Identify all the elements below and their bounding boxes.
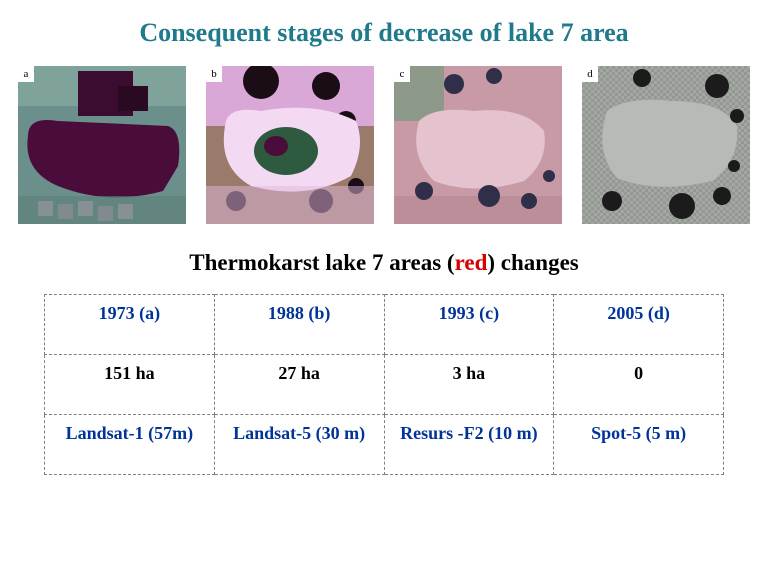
cell-sensor-b: Landsat-5 (30 m) — [214, 415, 384, 475]
satellite-image-c — [394, 66, 562, 224]
cell-year-b: 1988 (b) — [214, 295, 384, 355]
subtitle: Thermokarst lake 7 areas (red) changes — [0, 224, 768, 294]
cell-area-d: 0 — [554, 355, 724, 415]
cell-area-a: 151 ha — [45, 355, 215, 415]
cell-sensor-d: Spot-5 (5 m) — [554, 415, 724, 475]
satellite-image-d — [582, 66, 750, 224]
subtitle-post: ) changes — [487, 250, 578, 275]
table-row-areas: 151 ha 27 ha 3 ha 0 — [45, 355, 724, 415]
panel-b-label: b — [206, 66, 222, 82]
cell-year-d: 2005 (d) — [554, 295, 724, 355]
cell-area-c: 3 ha — [384, 355, 554, 415]
page-title: Consequent stages of decrease of lake 7 … — [0, 0, 768, 66]
panel-c: c — [394, 66, 562, 224]
table-row-years: 1973 (a) 1988 (b) 1993 (c) 2005 (d) — [45, 295, 724, 355]
cell-year-a: 1973 (a) — [45, 295, 215, 355]
cell-year-c: 1993 (c) — [384, 295, 554, 355]
panel-d-label: d — [582, 66, 598, 82]
subtitle-accent: red — [455, 250, 488, 275]
panel-a-label: a — [18, 66, 34, 82]
satellite-image-b — [206, 66, 374, 224]
cell-area-b: 27 ha — [214, 355, 384, 415]
cell-sensor-c: Resurs -F2 (10 m) — [384, 415, 554, 475]
panel-b: b — [206, 66, 374, 224]
satellite-image-row: a b — [0, 66, 768, 224]
subtitle-pre: Thermokarst lake 7 areas ( — [189, 250, 454, 275]
panel-c-label: c — [394, 66, 410, 82]
satellite-image-a — [18, 66, 186, 224]
cell-sensor-a: Landsat-1 (57m) — [45, 415, 215, 475]
panel-a: a — [18, 66, 186, 224]
panel-d: d — [582, 66, 750, 224]
table-row-sensors: Landsat-1 (57m) Landsat-5 (30 m) Resurs … — [45, 415, 724, 475]
data-table: 1973 (a) 1988 (b) 1993 (c) 2005 (d) 151 … — [44, 294, 724, 475]
